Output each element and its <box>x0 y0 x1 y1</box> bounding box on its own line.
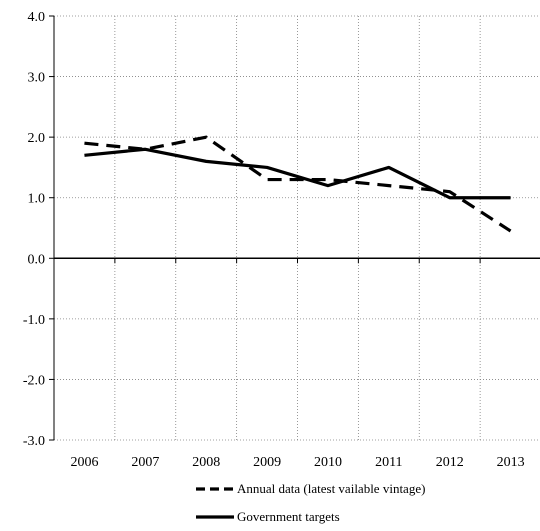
x-tick-label: 2007 <box>131 455 159 470</box>
y-tick-label: 0.0 <box>28 252 46 267</box>
y-tick-label: -1.0 <box>23 313 45 328</box>
y-tick-label: -2.0 <box>23 373 45 388</box>
x-axis-tick-labels: 2006 2007 2008 2009 2010 2011 2012 2013 <box>70 455 524 470</box>
series-line-government-targets <box>84 147 511 200</box>
legend-label: Annual data (latest vailable vintage) <box>237 481 425 496</box>
axes <box>49 15 540 441</box>
y-tick-label: -3.0 <box>23 434 45 449</box>
x-tick-label: 2006 <box>70 455 98 470</box>
x-tick-label: 2009 <box>253 455 281 470</box>
x-tick-label: 2011 <box>375 455 402 470</box>
y-tick-label: 1.0 <box>28 192 46 207</box>
x-tick-label: 2012 <box>436 455 464 470</box>
x-tick-label: 2010 <box>314 455 342 470</box>
series-line-annual-data <box>84 135 512 233</box>
x-tick-label: 2008 <box>192 455 220 470</box>
y-tick-label: 2.0 <box>28 131 46 146</box>
legend-label: Government targets <box>237 509 340 524</box>
y-tick-label: 3.0 <box>28 71 46 86</box>
y-axis-tick-labels: 4.0 3.0 2.0 1.0 0.0 -1.0 -2.0 -3.0 <box>23 10 45 449</box>
x-tick-label: 2013 <box>497 455 525 470</box>
gridlines <box>54 15 540 441</box>
legend: Annual data (latest vailable vintage) Gov… <box>196 481 425 524</box>
y-tick-label: 4.0 <box>28 10 46 25</box>
series-lines <box>84 135 512 233</box>
